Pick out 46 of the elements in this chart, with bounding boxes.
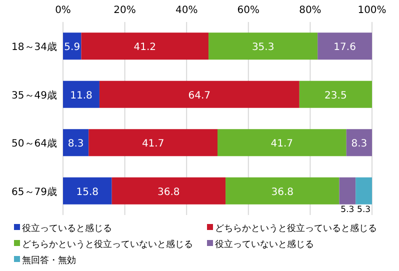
bar bbox=[226, 177, 340, 204]
data-label: 41.7 bbox=[142, 138, 164, 150]
x-tick-label: 100% bbox=[358, 5, 386, 16]
x-tick-label: 80% bbox=[299, 5, 322, 16]
data-label: 11.8 bbox=[70, 90, 92, 102]
bar bbox=[339, 177, 356, 204]
bar bbox=[299, 80, 372, 108]
bar bbox=[88, 129, 218, 156]
y-tick-label: 65～79歳 bbox=[12, 186, 57, 198]
data-label: 64.7 bbox=[188, 90, 211, 102]
bar bbox=[99, 80, 300, 108]
x-tick-label: 0% bbox=[55, 5, 71, 16]
bar bbox=[318, 32, 372, 60]
data-label: 8.3 bbox=[68, 138, 84, 150]
bar bbox=[346, 129, 372, 156]
x-tick-label: 60% bbox=[237, 5, 260, 16]
y-tick-label: 18～34歳 bbox=[12, 41, 57, 54]
legend-label: 役立っていると感じる bbox=[22, 223, 112, 234]
data-label: 15.8 bbox=[76, 186, 99, 198]
bar bbox=[81, 32, 209, 60]
data-label: 5.3 bbox=[340, 204, 354, 215]
data-label: 41.7 bbox=[270, 138, 294, 150]
x-tick-label: 20% bbox=[114, 5, 136, 16]
bar bbox=[63, 177, 112, 204]
bar bbox=[63, 129, 89, 156]
data-label: 23.5 bbox=[324, 90, 347, 102]
data-label: 8.3 bbox=[351, 138, 368, 150]
data-label: 17.6 bbox=[334, 42, 356, 54]
data-label: 5.9 bbox=[64, 42, 80, 54]
legend-label: どちらかというと役立っていると感じる bbox=[215, 223, 377, 234]
data-label: 41.2 bbox=[134, 42, 156, 54]
legend-label: 無回答・無効 bbox=[22, 255, 76, 266]
bar bbox=[63, 80, 100, 108]
data-label: 35.3 bbox=[252, 42, 274, 54]
data-label: 5.3 bbox=[357, 204, 371, 215]
bar bbox=[208, 32, 318, 60]
y-tick-label: 35～49歳 bbox=[12, 89, 57, 102]
legend-label: 役立っていないと感じる bbox=[215, 239, 314, 250]
bar bbox=[112, 177, 226, 204]
legend-label: どちらかというと役立っていないと感じる bbox=[22, 239, 193, 250]
x-tick-label: 40% bbox=[175, 5, 198, 16]
bar bbox=[356, 177, 372, 204]
data-label: 36.8 bbox=[158, 186, 180, 198]
data-label: 36.8 bbox=[271, 186, 294, 198]
bar bbox=[218, 129, 346, 156]
y-tick-label: 50～64歳 bbox=[12, 138, 57, 150]
